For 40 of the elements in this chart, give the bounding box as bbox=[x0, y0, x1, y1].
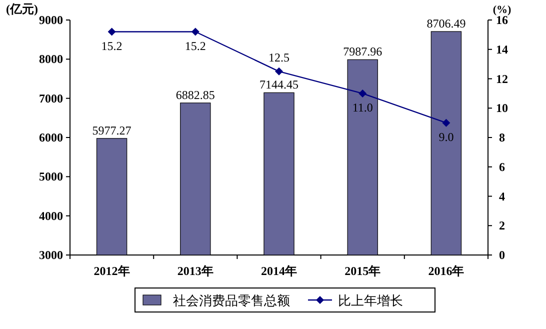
data-label: 8706.49 bbox=[426, 16, 466, 30]
x-tick-label: 2016年 bbox=[428, 264, 464, 278]
y-tick-label: 6000 bbox=[39, 130, 63, 144]
data-label: 9.0 bbox=[438, 130, 454, 144]
legend-label: 社会消费品零售总额 bbox=[173, 293, 290, 308]
data-label: 15.2 bbox=[184, 38, 206, 53]
data-label: 7987.96 bbox=[343, 44, 382, 59]
data-label: 15.2 bbox=[101, 38, 122, 53]
y-tick-label: 5000 bbox=[39, 170, 63, 184]
point bbox=[442, 118, 450, 127]
x-tick-label: 2012年 bbox=[94, 264, 130, 278]
y2-tick-label: 6 bbox=[499, 160, 505, 174]
point bbox=[358, 89, 367, 98]
x-tick-label: 2013年 bbox=[177, 264, 214, 278]
y2-tick-label: 4 bbox=[499, 189, 505, 204]
data-label: 5977.27 bbox=[92, 123, 132, 138]
y2-tick-label: 8 bbox=[499, 130, 505, 144]
y2-tick-label: 0 bbox=[499, 248, 505, 262]
y2-tick-label: 2 bbox=[499, 218, 505, 233]
point bbox=[191, 28, 200, 36]
data-label: 6882.85 bbox=[176, 88, 215, 102]
y-axis-title: (亿元) bbox=[6, 2, 38, 16]
data-label: 11.0 bbox=[352, 100, 373, 114]
x-tick-label: 2015年 bbox=[344, 264, 381, 278]
y-tick-label: 4000 bbox=[39, 208, 63, 223]
y-tick-label: 7000 bbox=[39, 91, 63, 106]
y-tick-label: 9000 bbox=[39, 13, 63, 27]
y-tick-label: 8000 bbox=[39, 52, 63, 66]
y2-axis-title: (%) bbox=[492, 4, 512, 16]
point bbox=[108, 28, 116, 36]
y2-tick-label: 14 bbox=[496, 42, 508, 56]
y2-tick-label: 10 bbox=[496, 101, 508, 116]
y-tick-label: 3000 bbox=[39, 248, 63, 262]
legend-label: 比上年增长 bbox=[338, 293, 403, 308]
x-tick-label: 2014年 bbox=[261, 264, 297, 278]
y2-tick-label: 16 bbox=[496, 13, 508, 27]
data-label: 12.5 bbox=[268, 50, 290, 64]
point bbox=[275, 67, 283, 76]
data-label: 7144.45 bbox=[260, 78, 298, 92]
y2-tick-label: 12 bbox=[496, 72, 508, 86]
